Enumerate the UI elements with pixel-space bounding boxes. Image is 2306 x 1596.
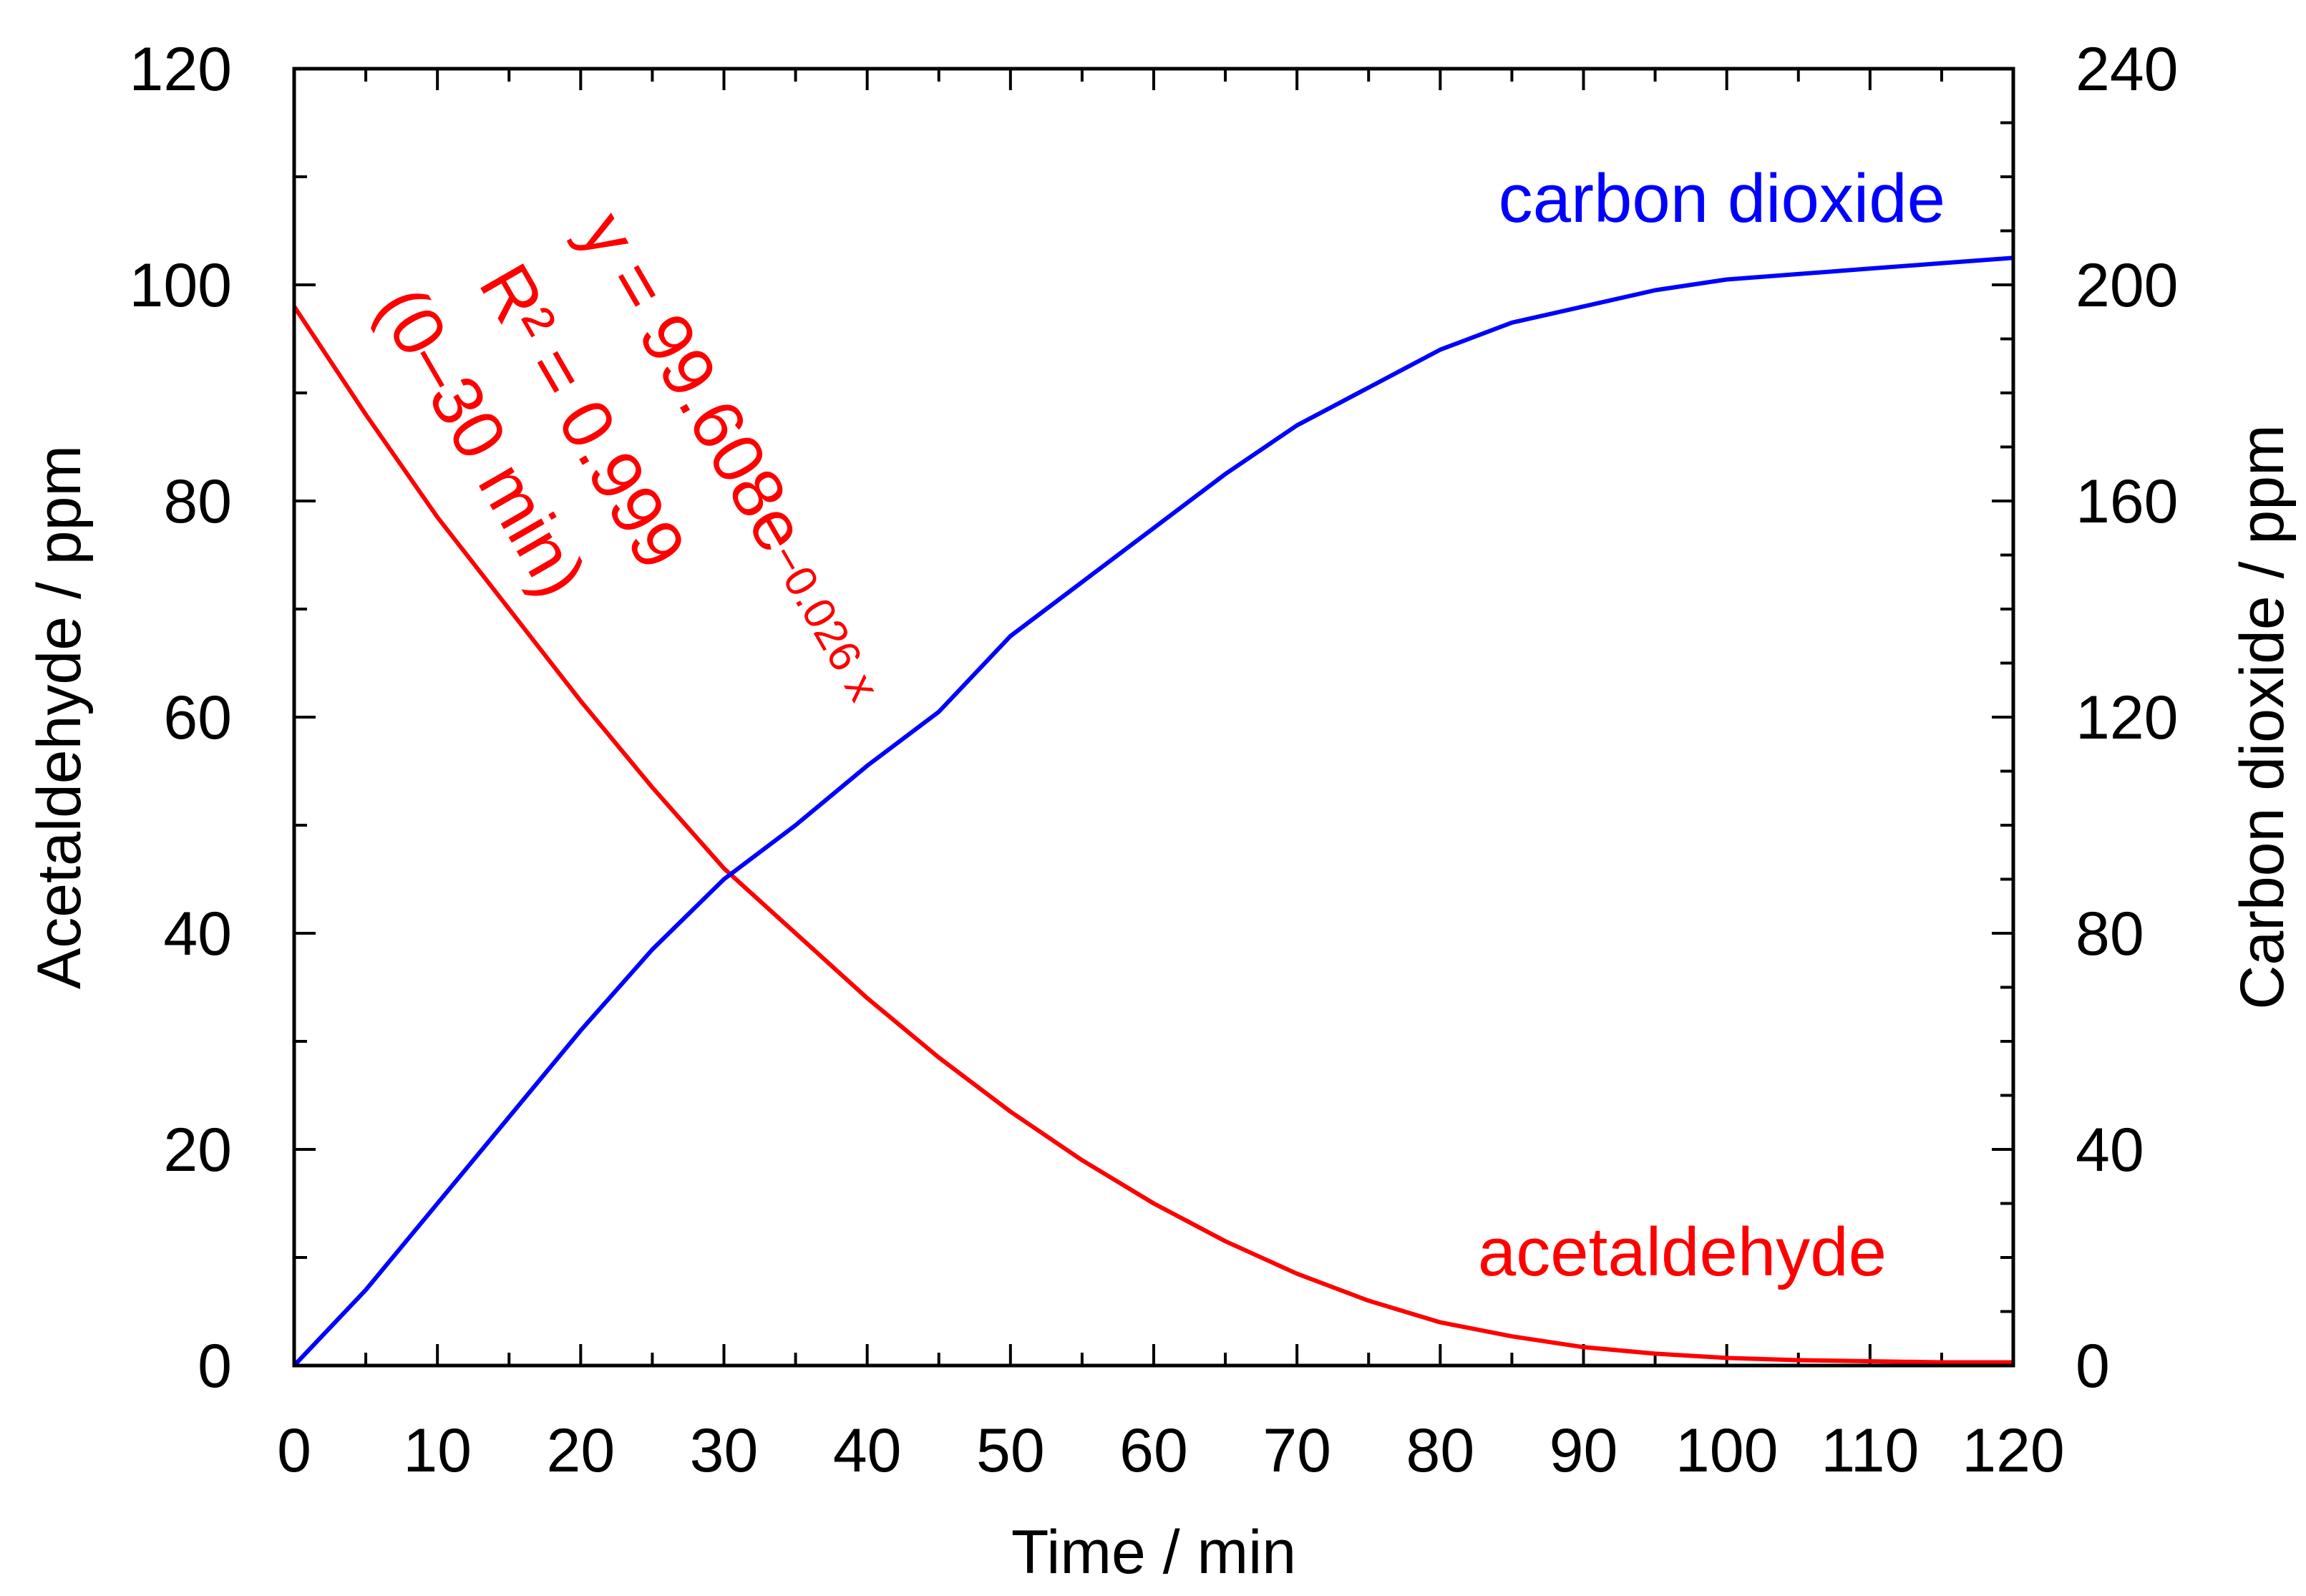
y-tick-label: 0 — [198, 1332, 232, 1401]
x-tick-label: 70 — [1263, 1416, 1331, 1485]
labels-layer: 0 10 20 30 40 50 60 70 80 90 100 110 120020406080100… — [130, 35, 2179, 1485]
y2-tick-label: 40 — [2076, 1116, 2144, 1184]
y2-tick-label: 120 — [2076, 683, 2179, 752]
y-tick-label: 60 — [163, 683, 232, 752]
y-tick-label: 120 — [130, 35, 233, 104]
series-label-carbon-dioxide: carbon dioxide — [1499, 160, 1945, 237]
x-axis-title: Time / min — [1011, 1518, 1296, 1587]
x-tick-label: 110 — [1821, 1416, 1919, 1485]
ticks-layer — [293, 67, 2015, 1367]
x-tick-label: 120 — [1962, 1416, 2065, 1485]
y-tick-label: 40 — [163, 900, 232, 968]
series-layer — [292, 256, 2014, 1368]
x-tick-label: 90 — [1550, 1416, 1618, 1485]
x-tick-label: 10 — [403, 1416, 472, 1485]
x-tick-label: 60 — [1119, 1416, 1188, 1485]
x-tick-label: 80 — [1406, 1416, 1474, 1485]
y-tick-label: 100 — [130, 251, 233, 320]
y-axis-title: Acetaldehyde / ppm — [25, 445, 94, 989]
x-tick-label: 0 — [277, 1416, 311, 1485]
y2-tick-label: 0 — [2076, 1332, 2110, 1401]
y2-tick-label: 200 — [2076, 251, 2179, 320]
x-tick-label: 100 — [1675, 1416, 1779, 1485]
series-label-acetaldehyde: acetaldehyde — [1478, 1214, 1887, 1290]
x-tick-label: 20 — [546, 1416, 615, 1485]
x-tick-label: 30 — [690, 1416, 759, 1485]
fit-annotation: y = 99.608e−0.026 x R² = 0.999 (0–30 min… — [361, 199, 889, 709]
series-line-acetaldehyde — [292, 305, 2013, 1365]
y2-axis-title: Carbon dioxide / ppm — [2228, 424, 2297, 1009]
y-tick-label: 20 — [163, 1116, 232, 1184]
plot-frame — [292, 67, 2015, 1368]
series-line-carbon-dioxide — [292, 256, 2014, 1368]
y2-tick-label: 80 — [2076, 900, 2144, 968]
y2-tick-label: 240 — [2076, 35, 2179, 104]
y2-tick-label: 160 — [2076, 467, 2179, 536]
fit-equation-exponent: −0.026 x — [760, 536, 889, 709]
x-tick-label: 40 — [833, 1416, 902, 1485]
x-tick-label: 50 — [976, 1416, 1045, 1485]
y-tick-label: 80 — [163, 467, 232, 536]
